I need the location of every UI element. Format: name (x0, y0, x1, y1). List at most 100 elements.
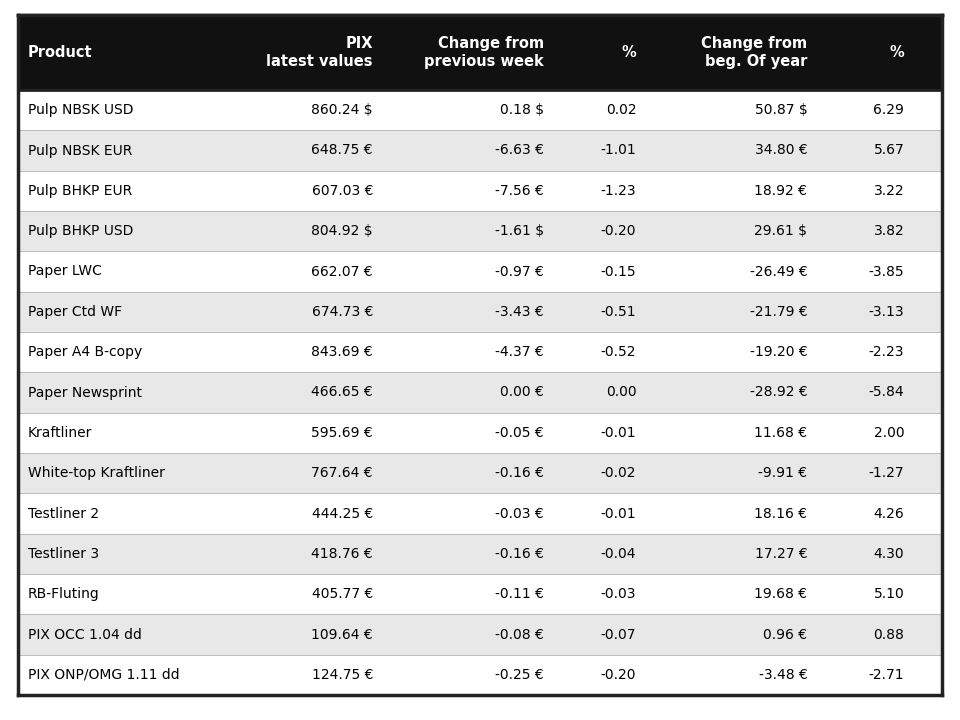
Text: Product: Product (28, 45, 92, 60)
Text: -0.25 €: -0.25 € (495, 668, 544, 682)
Text: %: % (621, 45, 636, 60)
Text: -9.91 €: -9.91 € (758, 466, 807, 480)
Bar (18, 171, 942, 211)
Text: -21.79 €: -21.79 € (750, 305, 807, 319)
Text: -3.13: -3.13 (869, 305, 904, 319)
Text: Paper Ctd WF: Paper Ctd WF (28, 305, 122, 319)
Text: 5.67: 5.67 (874, 143, 904, 158)
Text: 4.30: 4.30 (874, 546, 904, 561)
Text: -0.11 €: -0.11 € (495, 588, 544, 601)
Bar (18, 534, 942, 574)
Text: PIX OCC 1.04 dd: PIX OCC 1.04 dd (28, 628, 142, 642)
Text: Pulp NBSK EUR: Pulp NBSK EUR (28, 143, 132, 158)
Bar (18, 372, 942, 413)
Bar (18, 614, 942, 654)
Text: 3.22: 3.22 (874, 184, 904, 198)
Text: Paper Newsprint: Paper Newsprint (28, 385, 142, 400)
Text: -0.51: -0.51 (601, 305, 636, 319)
Bar (18, 574, 942, 614)
Text: 5.10: 5.10 (874, 588, 904, 601)
Bar (18, 453, 942, 493)
Text: 17.27 €: 17.27 € (755, 546, 807, 561)
Text: -3.85: -3.85 (869, 264, 904, 279)
Text: Paper A4 B-copy: Paper A4 B-copy (28, 345, 142, 359)
Text: -7.56 €: -7.56 € (495, 184, 544, 198)
Text: RB-Fluting: RB-Fluting (28, 588, 100, 601)
Text: 674.73 €: 674.73 € (312, 305, 373, 319)
Text: -0.02: -0.02 (601, 466, 636, 480)
Text: 50.87 $: 50.87 $ (755, 103, 807, 117)
Text: 767.64 €: 767.64 € (311, 466, 373, 480)
Text: Paper LWC: Paper LWC (28, 264, 102, 279)
Text: -28.92 €: -28.92 € (750, 385, 807, 400)
Text: 607.03 €: 607.03 € (312, 184, 373, 198)
Text: 6.29: 6.29 (874, 103, 904, 117)
Bar (18, 493, 942, 534)
Text: -0.08 €: -0.08 € (495, 628, 544, 642)
Text: 860.24 $: 860.24 $ (311, 103, 373, 117)
Text: Pulp NBSK USD: Pulp NBSK USD (28, 103, 133, 117)
Text: -3.48 €: -3.48 € (758, 668, 807, 682)
Text: 3.82: 3.82 (874, 224, 904, 238)
Text: 0.96 €: 0.96 € (763, 628, 807, 642)
Text: -0.97 €: -0.97 € (495, 264, 544, 279)
Text: 662.07 €: 662.07 € (311, 264, 373, 279)
Text: -0.20: -0.20 (601, 668, 636, 682)
Text: Kraftliner: Kraftliner (28, 426, 92, 440)
Text: 19.68 €: 19.68 € (755, 588, 807, 601)
Text: PIX
latest values: PIX latest values (267, 36, 373, 68)
Text: 109.64 €: 109.64 € (311, 628, 373, 642)
Text: -1.61 $: -1.61 $ (494, 224, 544, 238)
Text: 2.00: 2.00 (874, 426, 904, 440)
Text: -1.01: -1.01 (601, 143, 636, 158)
Text: 466.65 €: 466.65 € (311, 385, 373, 400)
Text: 444.25 €: 444.25 € (312, 506, 373, 521)
Text: -0.01: -0.01 (601, 506, 636, 521)
Text: Testliner 3: Testliner 3 (28, 546, 99, 561)
Text: -0.05 €: -0.05 € (495, 426, 544, 440)
Text: Change from
beg. Of year: Change from beg. Of year (701, 36, 807, 68)
Text: 18.16 €: 18.16 € (755, 506, 807, 521)
Text: 595.69 €: 595.69 € (311, 426, 373, 440)
Text: Pulp BHKP USD: Pulp BHKP USD (28, 224, 133, 238)
Text: -0.07: -0.07 (601, 628, 636, 642)
Text: 34.80 €: 34.80 € (755, 143, 807, 158)
Text: -26.49 €: -26.49 € (750, 264, 807, 279)
Bar (18, 654, 942, 695)
Bar (18, 251, 942, 292)
Text: 18.92 €: 18.92 € (755, 184, 807, 198)
Text: -6.63 €: -6.63 € (495, 143, 544, 158)
Text: 0.18 $: 0.18 $ (500, 103, 544, 117)
Text: Change from
previous week: Change from previous week (424, 36, 544, 68)
Text: 405.77 €: 405.77 € (312, 588, 373, 601)
Text: PIX ONP/OMG 1.11 dd: PIX ONP/OMG 1.11 dd (28, 668, 180, 682)
Text: 0.02: 0.02 (606, 103, 636, 117)
Text: -2.71: -2.71 (869, 668, 904, 682)
Text: -0.52: -0.52 (601, 345, 636, 359)
Text: -0.16 €: -0.16 € (495, 546, 544, 561)
Text: 124.75 €: 124.75 € (312, 668, 373, 682)
Text: -0.20: -0.20 (601, 224, 636, 238)
Text: -0.04: -0.04 (601, 546, 636, 561)
Text: 11.68 €: 11.68 € (755, 426, 807, 440)
Bar (18, 15, 942, 90)
Text: 29.61 $: 29.61 $ (755, 224, 807, 238)
Bar (18, 292, 942, 332)
Text: 418.76 €: 418.76 € (311, 546, 373, 561)
Text: -2.23: -2.23 (869, 345, 904, 359)
Text: %: % (890, 45, 904, 60)
Bar (18, 211, 942, 251)
Text: -1.23: -1.23 (601, 184, 636, 198)
Bar (18, 413, 942, 453)
Text: -19.20 €: -19.20 € (750, 345, 807, 359)
Text: -4.37 €: -4.37 € (495, 345, 544, 359)
Text: 0.88: 0.88 (874, 628, 904, 642)
Bar (18, 332, 942, 372)
Bar (18, 130, 942, 171)
Text: -0.01: -0.01 (601, 426, 636, 440)
Text: 804.92 $: 804.92 $ (311, 224, 373, 238)
Text: 4.26: 4.26 (874, 506, 904, 521)
Text: White-top Kraftliner: White-top Kraftliner (28, 466, 165, 480)
Text: -1.27: -1.27 (869, 466, 904, 480)
Text: -3.43 €: -3.43 € (495, 305, 544, 319)
